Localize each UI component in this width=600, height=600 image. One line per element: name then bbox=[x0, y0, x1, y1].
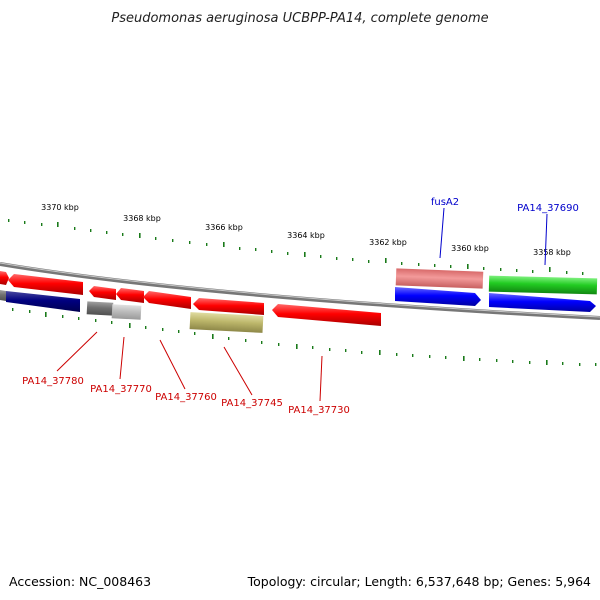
gene-arrow[interactable] bbox=[116, 288, 144, 303]
genome-backbone bbox=[0, 262, 600, 320]
gene-arrow[interactable] bbox=[8, 274, 83, 295]
gene-label-PA14_37690[interactable]: PA14_37690 bbox=[517, 203, 579, 214]
kbp-label: 3358 kbp bbox=[533, 248, 571, 257]
leader-line bbox=[159, 339, 186, 390]
major-tick bbox=[304, 252, 306, 257]
gene-label-PA14_37760[interactable]: PA14_37760 bbox=[155, 392, 217, 403]
leader-line bbox=[56, 331, 98, 372]
gene-arrow[interactable] bbox=[489, 293, 596, 312]
kbp-label: 3360 kbp bbox=[451, 244, 489, 253]
gene-arrow[interactable] bbox=[395, 287, 481, 306]
genome-backbone-highlight bbox=[0, 262, 600, 318]
kbp-label: 3364 kbp bbox=[287, 231, 325, 240]
gene-block[interactable] bbox=[86, 301, 114, 316]
major-tick bbox=[139, 233, 141, 238]
outer-tick-row bbox=[8, 219, 584, 275]
gene-arrow[interactable] bbox=[143, 291, 191, 309]
gene-arrow[interactable] bbox=[272, 304, 381, 326]
gene-arrow[interactable] bbox=[89, 286, 116, 300]
accession-text: Accession: NC_008463 bbox=[9, 574, 151, 589]
kbp-label: 3370 kbp bbox=[41, 203, 79, 212]
gene-arrow[interactable] bbox=[6, 291, 80, 312]
gene-label-PA14_37780[interactable]: PA14_37780 bbox=[22, 376, 84, 387]
gene-label-fusA2[interactable]: fusA2 bbox=[431, 197, 459, 208]
leader-line bbox=[319, 355, 323, 402]
major-tick bbox=[467, 264, 469, 269]
gene-block[interactable] bbox=[111, 304, 142, 320]
gene-label-PA14_37770[interactable]: PA14_37770 bbox=[90, 384, 152, 395]
major-tick bbox=[385, 258, 387, 263]
leader-line bbox=[223, 346, 253, 396]
forward-strand-genes bbox=[0, 268, 598, 295]
major-tick bbox=[549, 267, 551, 272]
label-leader-lines bbox=[56, 207, 548, 402]
gene-block[interactable] bbox=[189, 312, 264, 333]
gene-PA14_37690-block[interactable] bbox=[488, 275, 598, 295]
gene-fusA2-block[interactable] bbox=[395, 268, 484, 289]
map-title: Pseudomonas aeruginosa UCBPP-PA14, compl… bbox=[111, 11, 488, 26]
gene-labels: PA14_37780 PA14_37770 PA14_37760 PA14_37… bbox=[22, 197, 579, 416]
gene-label-PA14_37745[interactable]: PA14_37745 bbox=[221, 398, 283, 409]
gene-label-PA14_37730[interactable]: PA14_37730 bbox=[288, 405, 350, 416]
genome-summary-text: Topology: circular; Length: 6,537,648 bp… bbox=[247, 574, 591, 589]
major-tick bbox=[57, 222, 59, 227]
leader-line bbox=[439, 207, 445, 259]
gene-arrow[interactable] bbox=[0, 290, 6, 301]
gene-arrow[interactable] bbox=[0, 271, 9, 285]
minor-ticks bbox=[8, 219, 584, 275]
kbp-label: 3366 kbp bbox=[205, 223, 243, 232]
reverse-strand-genes bbox=[0, 286, 596, 333]
kbp-label: 3368 kbp bbox=[123, 214, 161, 223]
leader-line bbox=[119, 336, 125, 380]
kbp-label: 3362 kbp bbox=[369, 238, 407, 247]
leader-line bbox=[544, 213, 548, 266]
gene-arrow[interactable] bbox=[193, 298, 264, 315]
major-tick bbox=[223, 242, 225, 247]
kbp-labels: 3370 kbp 3368 kbp 3366 kbp 3364 kbp 3362… bbox=[41, 203, 571, 257]
inner-tick-row bbox=[12, 308, 597, 366]
